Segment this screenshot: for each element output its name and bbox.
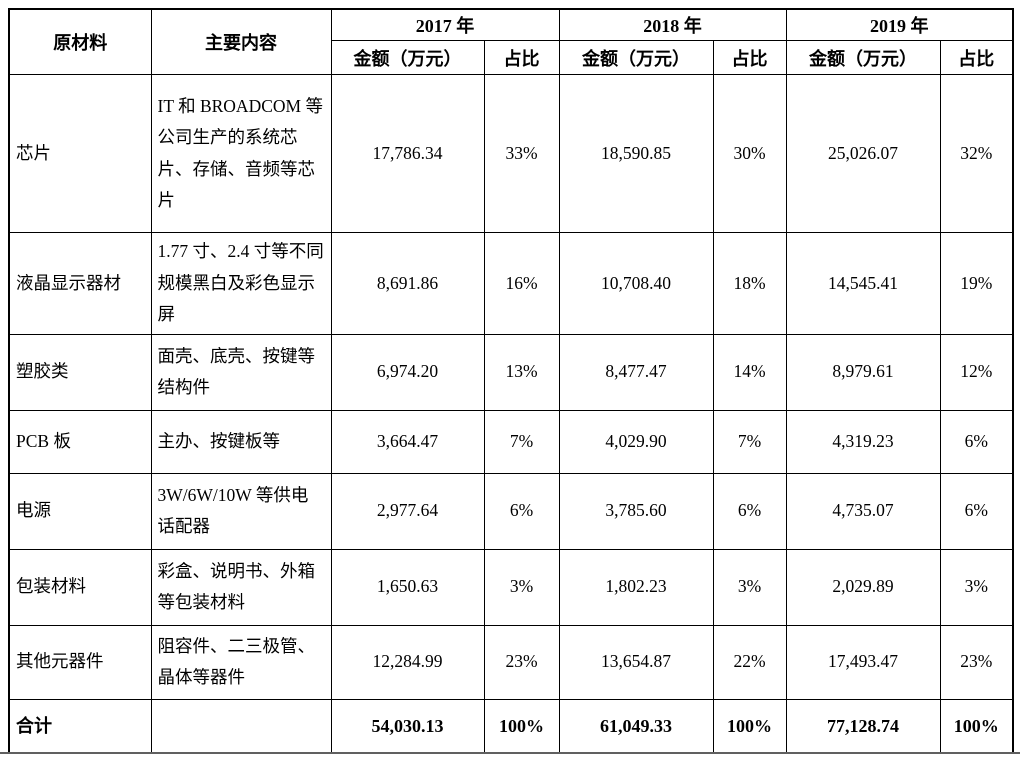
header-material: 原材料 bbox=[8, 8, 152, 75]
amount-2018-cell: 10,708.40 bbox=[558, 232, 714, 335]
amount-2019-cell: 14,545.41 bbox=[785, 232, 941, 335]
amount-2018-cell: 13,654.87 bbox=[558, 624, 714, 700]
content-cell: 彩盒、说明书、外箱等包装材料 bbox=[150, 548, 332, 626]
table-row: 液晶显示器材 1.77 寸、2.4 寸等不同规模黑白及彩色显示屏 8,691.8… bbox=[8, 232, 1014, 335]
amount-2018-cell: 4,029.90 bbox=[558, 409, 714, 474]
header-year-2018: 2018 年 bbox=[558, 8, 787, 41]
header-ratio-2019: 占比 bbox=[939, 40, 1014, 75]
header-row-subcolumns: 金额（万元） 占比 金额（万元） 占比 金额（万元） 占比 bbox=[9, 40, 1014, 75]
content-cell: 面壳、底壳、按键等结构件 bbox=[150, 333, 332, 411]
ratio-2018-cell: 6% bbox=[712, 472, 787, 550]
ratio-2019-cell: 12% bbox=[939, 333, 1014, 411]
material-cell: 芯片 bbox=[8, 74, 152, 233]
amount-2017-cell: 3,664.47 bbox=[330, 409, 485, 474]
ratio-2018-cell: 100% bbox=[712, 698, 787, 754]
content-cell: 1.77 寸、2.4 寸等不同规模黑白及彩色显示屏 bbox=[150, 232, 332, 335]
header-year-2017: 2017 年 bbox=[330, 8, 560, 41]
header-amount-2017: 金额（万元） bbox=[330, 40, 485, 75]
material-cell: 其他元器件 bbox=[8, 624, 152, 700]
content-cell bbox=[150, 698, 332, 754]
amount-2017-cell: 1,650.63 bbox=[330, 548, 485, 626]
ratio-2017-cell: 3% bbox=[483, 548, 560, 626]
ratio-2019-cell: 3% bbox=[939, 548, 1014, 626]
table-row: 包装材料 彩盒、说明书、外箱等包装材料 1,650.63 3% 1,802.23… bbox=[8, 548, 1014, 626]
content-cell: 阻容件、二三极管、晶体等器件 bbox=[150, 624, 332, 700]
ratio-2017-cell: 23% bbox=[483, 624, 560, 700]
amount-2019-cell: 4,319.23 bbox=[785, 409, 941, 474]
amount-2018-cell: 8,477.47 bbox=[558, 333, 714, 411]
table-row: 合计 54,030.13 100% 61,049.33 100% 77,128.… bbox=[8, 698, 1014, 754]
raw-materials-table: 原材料 主要内容 2017 年 2018 年 2019 年 金额（万元） 占比 … bbox=[8, 8, 1014, 754]
amount-2018-cell: 3,785.60 bbox=[558, 472, 714, 550]
ratio-2018-cell: 22% bbox=[712, 624, 787, 700]
amount-2018-cell: 18,590.85 bbox=[558, 74, 714, 233]
ratio-2018-cell: 14% bbox=[712, 333, 787, 411]
amount-2019-cell: 8,979.61 bbox=[785, 333, 941, 411]
table-row: 塑胶类 面壳、底壳、按键等结构件 6,974.20 13% 8,477.47 1… bbox=[8, 333, 1014, 411]
ratio-2019-cell: 6% bbox=[939, 472, 1014, 550]
amount-2018-cell: 1,802.23 bbox=[558, 548, 714, 626]
header-row-years: 原材料 主要内容 2017 年 2018 年 2019 年 bbox=[8, 8, 1014, 75]
header-amount-2019: 金额（万元） bbox=[785, 40, 941, 75]
amount-2017-cell: 17,786.34 bbox=[330, 74, 485, 233]
material-cell: 液晶显示器材 bbox=[8, 232, 152, 335]
amount-2019-cell: 4,735.07 bbox=[785, 472, 941, 550]
material-cell: PCB 板 bbox=[8, 409, 152, 474]
amount-2017-cell: 8,691.86 bbox=[330, 232, 485, 335]
ratio-2017-cell: 16% bbox=[483, 232, 560, 335]
table-body: 芯片 IT 和 BROADCOM 等公司生产的系统芯片、存储、音频等芯片 17,… bbox=[8, 74, 1014, 754]
table-row: 其他元器件 阻容件、二三极管、晶体等器件 12,284.99 23% 13,65… bbox=[8, 624, 1014, 700]
header-ratio-2018: 占比 bbox=[712, 40, 787, 75]
header-year-2019: 2019 年 bbox=[785, 8, 1014, 41]
ratio-2019-cell: 19% bbox=[939, 232, 1014, 335]
ratio-2017-cell: 33% bbox=[483, 74, 560, 233]
amount-2017-cell: 2,977.64 bbox=[330, 472, 485, 550]
header-ratio-2017: 占比 bbox=[483, 40, 560, 75]
amount-2017-cell: 6,974.20 bbox=[330, 333, 485, 411]
table-header: 原材料 主要内容 2017 年 2018 年 2019 年 金额（万元） 占比 … bbox=[8, 8, 1014, 75]
content-cell: 主办、按键板等 bbox=[150, 409, 332, 474]
ratio-2018-cell: 7% bbox=[712, 409, 787, 474]
amount-2019-cell: 25,026.07 bbox=[785, 74, 941, 233]
ratio-2017-cell: 13% bbox=[483, 333, 560, 411]
amount-2019-cell: 2,029.89 bbox=[785, 548, 941, 626]
header-amount-2018: 金额（万元） bbox=[558, 40, 714, 75]
material-cell: 电源 bbox=[8, 472, 152, 550]
ratio-2019-cell: 32% bbox=[939, 74, 1014, 233]
bottom-divider bbox=[0, 752, 1020, 754]
material-cell: 塑胶类 bbox=[8, 333, 152, 411]
table-row: PCB 板 主办、按键板等 3,664.47 7% 4,029.90 7% 4,… bbox=[8, 409, 1014, 474]
ratio-2017-cell: 100% bbox=[483, 698, 560, 754]
table-row: 电源 3W/6W/10W 等供电话配器 2,977.64 6% 3,785.60… bbox=[8, 472, 1014, 550]
material-cell: 包装材料 bbox=[8, 548, 152, 626]
ratio-2018-cell: 18% bbox=[712, 232, 787, 335]
header-content: 主要内容 bbox=[150, 8, 332, 75]
ratio-2019-cell: 6% bbox=[939, 409, 1014, 474]
content-cell: 3W/6W/10W 等供电话配器 bbox=[150, 472, 332, 550]
ratio-2019-cell: 23% bbox=[939, 624, 1014, 700]
amount-2018-cell: 61,049.33 bbox=[558, 698, 714, 754]
ratio-2017-cell: 6% bbox=[483, 472, 560, 550]
ratio-2019-cell: 100% bbox=[939, 698, 1014, 754]
table-row: 芯片 IT 和 BROADCOM 等公司生产的系统芯片、存储、音频等芯片 17,… bbox=[8, 74, 1014, 233]
amount-2019-cell: 17,493.47 bbox=[785, 624, 941, 700]
content-cell: IT 和 BROADCOM 等公司生产的系统芯片、存储、音频等芯片 bbox=[150, 74, 332, 233]
material-cell: 合计 bbox=[8, 698, 152, 754]
amount-2019-cell: 77,128.74 bbox=[785, 698, 941, 754]
ratio-2018-cell: 3% bbox=[712, 548, 787, 626]
ratio-2017-cell: 7% bbox=[483, 409, 560, 474]
amount-2017-cell: 54,030.13 bbox=[330, 698, 485, 754]
ratio-2018-cell: 30% bbox=[712, 74, 787, 233]
amount-2017-cell: 12,284.99 bbox=[330, 624, 485, 700]
